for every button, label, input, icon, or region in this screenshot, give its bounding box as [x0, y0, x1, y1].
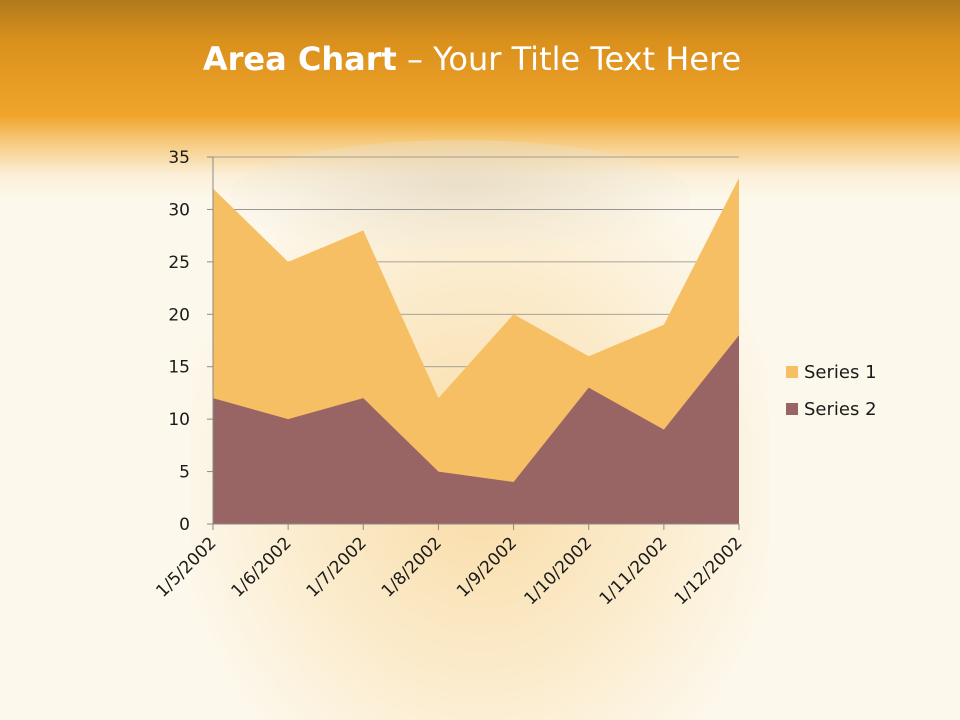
x-tick-label: 1/9/2002 — [453, 533, 521, 601]
legend-swatch-series-1 — [786, 366, 798, 378]
axes — [207, 156, 740, 530]
x-tick-label: 1/10/2002 — [520, 533, 596, 609]
legend: Series 1 Series 2 — [786, 360, 877, 434]
slide-title: Area Chart – Your Title Text Here — [0, 40, 944, 78]
y-tick-label: 10 — [168, 410, 190, 430]
x-tick-label: 1/8/2002 — [378, 533, 446, 601]
x-tick-label: 1/5/2002 — [152, 533, 220, 601]
y-tick-labels: 0 5 10 15 20 25 30 35 — [168, 148, 190, 535]
legend-swatch-series-2 — [786, 403, 798, 415]
y-tick-label: 20 — [168, 305, 190, 325]
slide-title-bold: Area Chart — [202, 40, 397, 78]
series-areas — [213, 177, 739, 524]
x-tick-labels: 1/5/2002 1/6/2002 1/7/2002 1/8/2002 1/9/2002… — [152, 533, 746, 609]
y-tick-label: 35 — [168, 148, 190, 168]
y-tick-label: 0 — [179, 515, 190, 535]
legend-label-series-2: Series 2 — [804, 398, 877, 420]
slide-title-rest: – Your Title Text Here — [396, 40, 742, 78]
area-series-2 — [213, 335, 739, 524]
y-tick-label: 25 — [168, 253, 190, 273]
x-tick-label: 1/6/2002 — [228, 533, 296, 601]
legend-item-series-1: Series 1 — [786, 360, 877, 384]
x-tick-label: 1/11/2002 — [596, 533, 672, 609]
x-tick-label: 1/12/2002 — [671, 533, 747, 609]
jar-cloth-image — [230, 140, 690, 250]
y-tick-label: 30 — [168, 200, 190, 220]
legend-item-series-2: Series 2 — [786, 397, 877, 421]
y-tick-label: 5 — [179, 463, 190, 483]
legend-label-series-1: Series 1 — [804, 361, 877, 383]
x-tick-label: 1/7/2002 — [303, 533, 371, 601]
y-tick-label: 15 — [168, 358, 190, 378]
